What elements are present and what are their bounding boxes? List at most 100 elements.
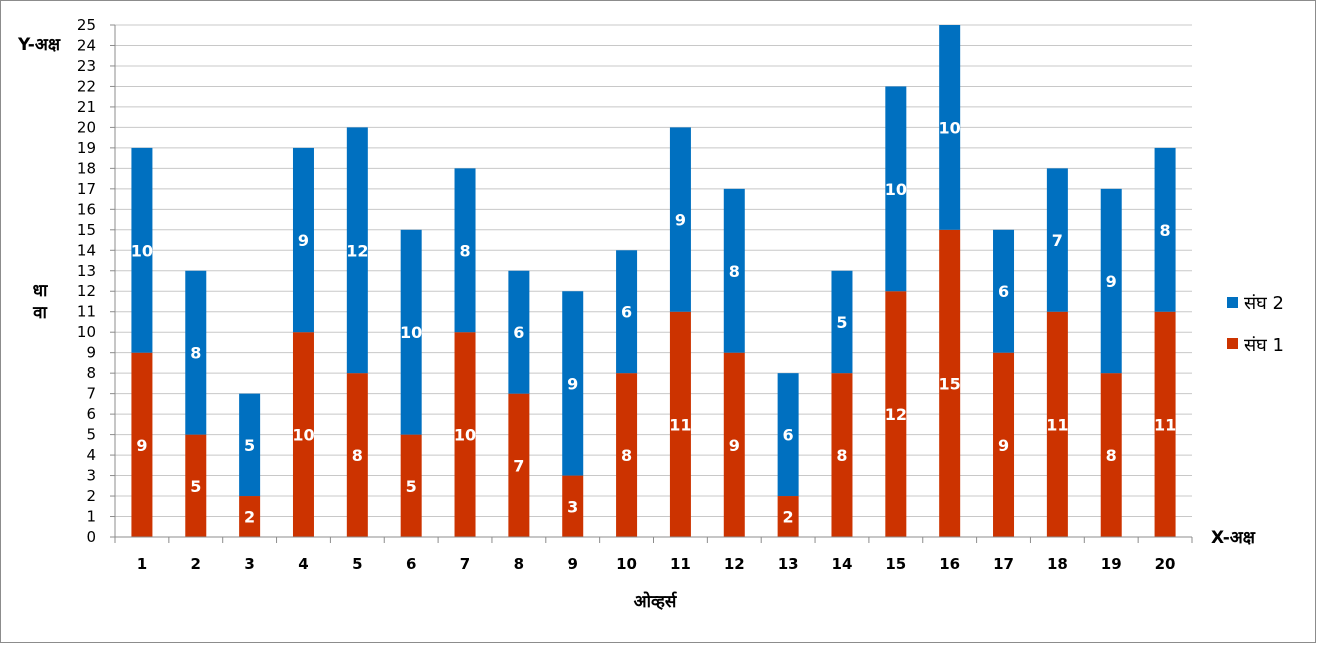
y-tick-label: 25 — [77, 16, 96, 34]
legend: संघ 2 संघ 1 — [1227, 293, 1284, 356]
y-tick-label: 1 — [86, 508, 96, 526]
data-label-series-2: 10 — [400, 323, 422, 342]
x-tick-label: 20 — [1155, 555, 1176, 573]
data-label-series-2: 9 — [1106, 272, 1117, 291]
data-label-series-1: 5 — [190, 477, 201, 496]
data-label-series-1: 9 — [136, 436, 147, 455]
bar-series-2 — [723, 188, 745, 353]
bar-series-2 — [1154, 147, 1176, 312]
bar-series-1 — [1100, 373, 1122, 537]
data-labels: 9 10 5 8 2 5 10 9 8 12 5 10 10 8 7 6 3 9 8 6 11 9 9 8 2 6 8 5 12 10 15… — [131, 118, 1176, 526]
data-label-series-1: 8 — [352, 446, 363, 465]
y-tick-label: 0 — [86, 528, 96, 546]
bar-series-1 — [723, 352, 745, 537]
bar-series-1 — [831, 373, 853, 537]
bar-series-2 — [562, 291, 584, 476]
data-label-series-1: 9 — [729, 436, 740, 455]
data-label-series-2: 8 — [1160, 221, 1171, 240]
bar-series-1 — [939, 229, 961, 538]
y-tick-label: 4 — [86, 446, 96, 464]
x-tick-label: 17 — [993, 555, 1014, 573]
bar-series-2 — [131, 147, 153, 353]
bar-series-1 — [669, 311, 691, 537]
bar-series-2 — [939, 25, 961, 230]
y-tick-label: 16 — [77, 200, 96, 218]
x-tick-label: 7 — [460, 555, 470, 573]
x-axis-caption: X-अक्ष — [1211, 528, 1256, 548]
x-tick-label: 15 — [885, 555, 906, 573]
x-tick-label: 12 — [724, 555, 745, 573]
x-tick-label: 19 — [1101, 555, 1122, 573]
y-tick-label: 7 — [86, 385, 96, 403]
data-label-series-1: 10 — [454, 426, 476, 445]
data-label-series-1: 11 — [1046, 415, 1068, 434]
x-axis-label: ओव्हर्स — [634, 591, 678, 612]
x-tick-label: 13 — [778, 555, 799, 573]
data-label-series-1: 2 — [244, 508, 255, 527]
x-tick-label: 4 — [298, 555, 308, 573]
data-label-series-1: 8 — [1106, 446, 1117, 465]
data-label-series-2: 5 — [836, 313, 847, 332]
bar-series-2 — [777, 373, 799, 497]
y-tick-label: 23 — [77, 57, 96, 75]
y-tick-label: 3 — [86, 467, 96, 485]
y-tick-label: 12 — [77, 282, 96, 300]
bar-series-2 — [346, 127, 368, 374]
y-tick-label: 6 — [86, 405, 96, 423]
x-tick-label: 5 — [352, 555, 362, 573]
data-label-series-1: 7 — [513, 456, 524, 475]
bar-series-2 — [454, 168, 476, 333]
y-tick-label: 20 — [77, 118, 96, 136]
data-label-series-2: 5 — [244, 436, 255, 455]
y-axis-label-line-1: धा — [33, 281, 48, 301]
bar-series-2 — [239, 393, 261, 497]
bar-series-2 — [185, 270, 207, 435]
legend-label-series-1: संघ 1 — [1244, 335, 1284, 356]
bar-series-1 — [185, 434, 207, 537]
x-tick-label: 10 — [616, 555, 637, 573]
data-label-series-1: 10 — [292, 426, 314, 445]
bar-series-1 — [292, 332, 314, 537]
bar-series-1 — [346, 373, 368, 537]
x-tick-label: 9 — [568, 555, 578, 573]
bar-series-1 — [1046, 311, 1068, 537]
bar-series-1 — [885, 291, 907, 537]
data-label-series-2: 6 — [998, 282, 1009, 301]
data-label-series-1: 11 — [669, 415, 691, 434]
x-tick-label: 16 — [939, 555, 960, 573]
data-label-series-2: 8 — [190, 344, 201, 363]
y-tick-label: 18 — [77, 159, 96, 177]
bars — [131, 25, 1176, 538]
legend-swatch-series-1 — [1227, 338, 1238, 349]
y-tick-label: 2 — [86, 487, 96, 505]
x-tick-label: 14 — [832, 555, 853, 573]
data-label-series-1: 3 — [567, 497, 578, 516]
x-tick-label: 1 — [137, 555, 147, 573]
axes — [110, 24, 1193, 543]
bar-series-1 — [616, 373, 638, 537]
data-label-series-1: 2 — [783, 508, 794, 527]
data-label-series-1: 9 — [998, 436, 1009, 455]
y-tick-label: 9 — [86, 344, 96, 362]
data-label-series-2: 9 — [298, 231, 309, 250]
y-tick-label: 21 — [77, 98, 96, 116]
bar-series-2 — [669, 127, 691, 312]
y-tick-label: 15 — [77, 221, 96, 239]
bar-series-2 — [292, 147, 314, 333]
bar-series-1 — [508, 393, 530, 537]
data-label-series-2: 7 — [1052, 231, 1063, 250]
bar-series-1 — [239, 496, 261, 537]
data-label-series-2: 6 — [783, 426, 794, 445]
data-label-series-2: 12 — [346, 241, 368, 260]
x-tick-label: 18 — [1047, 555, 1068, 573]
x-tick-labels: 1 2 3 4 5 6 7 8 9 10 11 12 13 14 15 16 17 18 19 20 — [137, 555, 1176, 573]
y-tick-label: 17 — [77, 180, 96, 198]
y-tick-label: 14 — [77, 241, 96, 259]
data-label-series-1: 5 — [406, 477, 417, 496]
bar-series-2 — [885, 86, 907, 292]
bar-series-1 — [1154, 311, 1176, 537]
y-tick-label: 10 — [77, 323, 96, 341]
data-label-series-2: 10 — [885, 180, 907, 199]
data-label-series-2: 10 — [131, 241, 153, 260]
